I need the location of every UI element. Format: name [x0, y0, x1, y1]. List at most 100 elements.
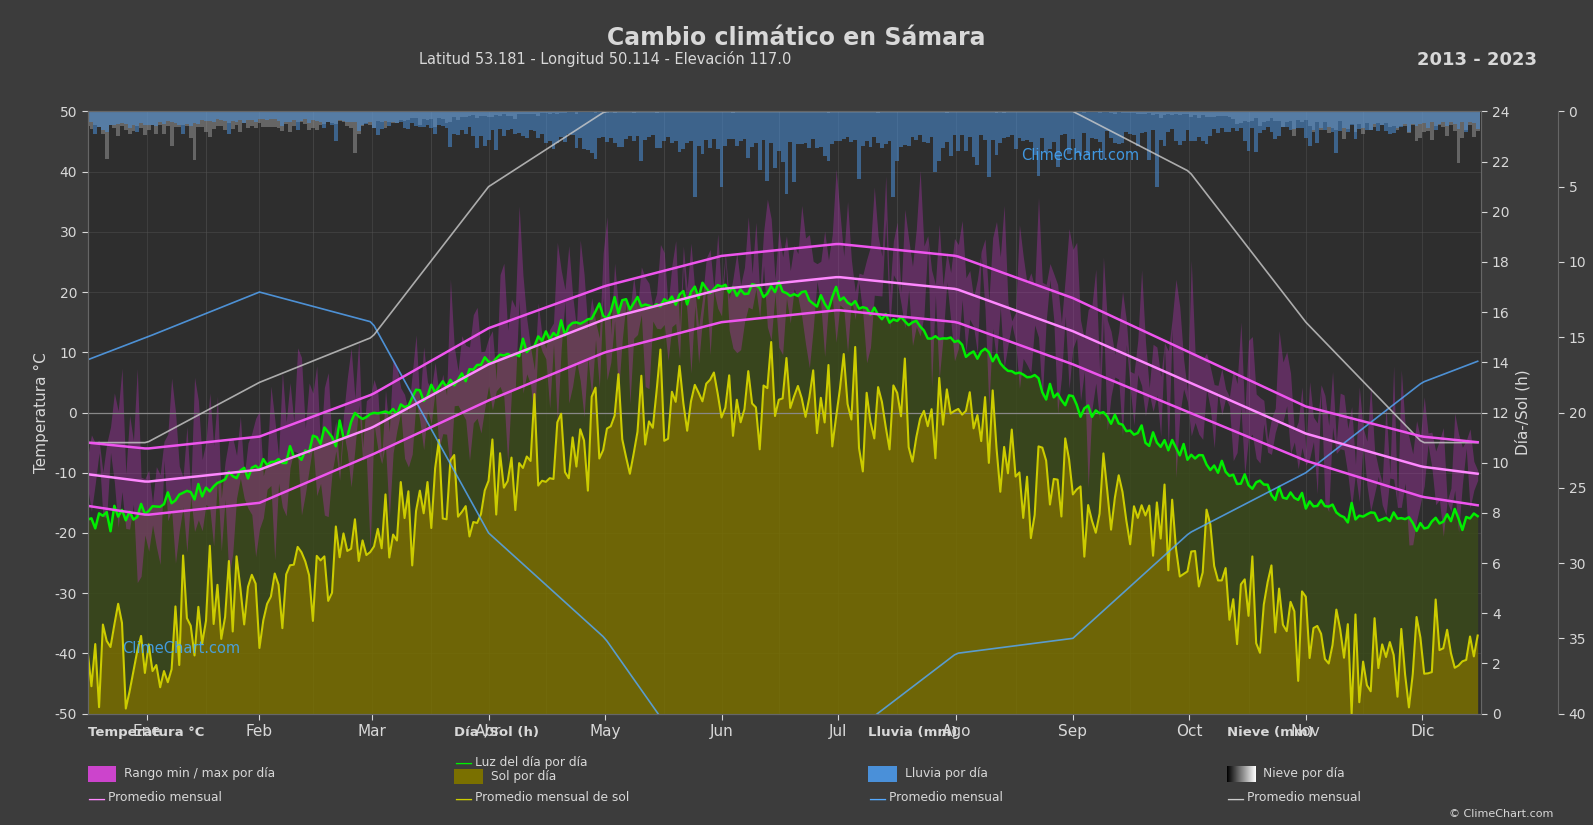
Bar	[1220, 111, 1223, 128]
Bar	[132, 111, 135, 131]
Bar	[209, 111, 212, 121]
Bar	[1278, 111, 1281, 121]
Bar	[1251, 111, 1254, 128]
Bar	[1201, 111, 1204, 141]
Bar	[162, 111, 166, 134]
Bar	[1078, 111, 1082, 157]
Bar	[723, 111, 728, 146]
Bar	[1144, 111, 1147, 132]
Bar	[636, 111, 639, 136]
Bar	[696, 111, 701, 146]
Bar	[1365, 111, 1368, 130]
Bar	[911, 111, 914, 112]
Bar	[1297, 111, 1300, 128]
Bar	[384, 111, 387, 128]
Bar	[1002, 111, 1007, 113]
Bar	[1228, 111, 1231, 117]
Bar	[1308, 111, 1311, 126]
Bar	[693, 111, 696, 197]
Bar	[1029, 111, 1032, 142]
Bar	[1166, 111, 1171, 132]
Bar	[1144, 111, 1147, 114]
Bar	[988, 111, 991, 177]
Bar	[155, 111, 158, 134]
Bar	[969, 111, 972, 137]
Bar	[1338, 111, 1343, 131]
Bar	[422, 111, 425, 119]
Bar	[1373, 111, 1376, 127]
Bar	[1442, 111, 1445, 126]
Bar	[953, 111, 956, 134]
Bar	[559, 111, 562, 137]
Bar	[1212, 111, 1215, 116]
Bar	[562, 111, 567, 113]
Bar	[354, 111, 357, 122]
Bar	[1166, 111, 1171, 114]
Bar	[773, 111, 777, 168]
Bar	[261, 111, 264, 119]
Bar	[1196, 111, 1201, 138]
Bar	[373, 111, 376, 128]
Bar	[841, 111, 846, 139]
Bar	[444, 111, 449, 129]
Bar	[803, 111, 808, 143]
Bar	[319, 111, 322, 122]
Bar	[196, 111, 201, 126]
Bar	[220, 111, 223, 120]
Bar	[1155, 111, 1158, 187]
Text: Nieve por día: Nieve por día	[1263, 767, 1344, 780]
Bar	[1002, 111, 1007, 138]
Bar	[781, 111, 785, 162]
Bar	[876, 111, 879, 143]
Bar	[1423, 111, 1426, 123]
Bar	[556, 111, 559, 143]
Bar	[182, 111, 185, 125]
Bar	[384, 111, 387, 120]
Bar	[1163, 111, 1166, 145]
Bar	[292, 111, 296, 120]
Bar	[1018, 111, 1021, 112]
Bar	[280, 111, 284, 131]
Y-axis label: Temperatura °C: Temperatura °C	[33, 352, 49, 473]
Bar	[548, 111, 551, 141]
Bar	[655, 111, 658, 148]
Bar	[983, 111, 988, 140]
Bar	[403, 111, 406, 120]
Bar	[360, 111, 365, 125]
Bar	[1453, 111, 1456, 131]
Bar	[999, 111, 1002, 143]
Bar	[242, 111, 245, 123]
Text: Día-/Sol (h): Día-/Sol (h)	[454, 726, 538, 739]
Bar	[215, 111, 220, 120]
Bar	[1040, 111, 1045, 139]
Text: —: —	[868, 790, 886, 808]
Bar	[1037, 111, 1040, 177]
Text: © ClimeChart.com: © ClimeChart.com	[1448, 808, 1553, 818]
Bar	[151, 111, 155, 125]
Bar	[811, 111, 816, 112]
Bar	[941, 111, 945, 148]
Bar	[827, 111, 830, 161]
Bar	[1384, 111, 1388, 131]
Bar	[1059, 111, 1064, 135]
Bar	[228, 111, 231, 134]
Bar	[930, 111, 933, 137]
Bar	[589, 111, 594, 153]
Bar	[1311, 111, 1316, 132]
Bar	[379, 111, 384, 122]
Bar	[395, 111, 398, 123]
Bar	[734, 111, 739, 112]
Bar	[1021, 111, 1026, 141]
Bar	[1075, 111, 1078, 153]
Bar	[1368, 111, 1373, 130]
Bar	[1128, 111, 1133, 134]
Bar	[242, 111, 245, 123]
Bar	[1133, 111, 1136, 113]
Bar	[1376, 111, 1380, 124]
Bar	[551, 111, 556, 149]
Bar	[1316, 111, 1319, 122]
Bar	[666, 111, 671, 137]
Bar	[838, 111, 841, 140]
Bar	[1193, 111, 1196, 115]
Text: Sol por día: Sol por día	[491, 770, 556, 783]
